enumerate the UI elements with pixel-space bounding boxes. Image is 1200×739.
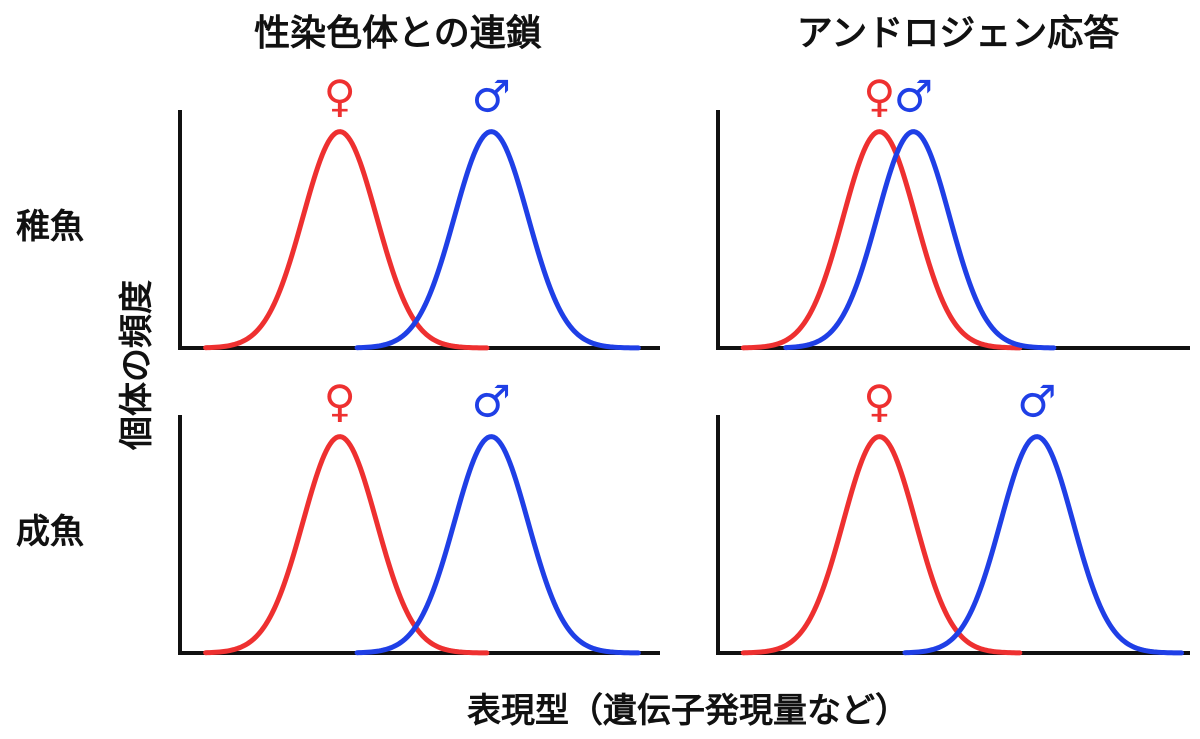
column-title-androgen-response: アンドロジェン応答 (797, 13, 1121, 54)
panel-4: ♀ ♂ (716, 377, 1190, 656)
male-distribution-curve (354, 129, 641, 351)
female-distribution-curve (203, 434, 490, 656)
male-distribution-curve (902, 434, 1184, 656)
panel-2: ♀♂ (716, 72, 1190, 351)
female-symbol: ♀ (863, 72, 895, 123)
row-label-adult: 成魚 (16, 512, 84, 552)
female-distribution-curve (203, 129, 490, 351)
male-symbol: ♂ (472, 72, 511, 123)
female-symbol: ♀ (324, 377, 356, 428)
male-distribution-curve (354, 434, 641, 656)
male-distribution-curve (783, 129, 1057, 351)
panels-group: ♀ ♂ ♀♂♀ ♂ ♀ ♂ (178, 72, 1190, 656)
panel-axes (178, 110, 660, 350)
column-title-sex-linkage: 性染色体との連鎖 (254, 13, 542, 54)
row-label-juvenile: 稚魚 (16, 207, 84, 247)
panel-1: ♀ ♂ (178, 72, 660, 351)
female-symbol: ♀ (324, 72, 356, 123)
panel-axes (716, 415, 1190, 655)
male-symbol: ♂ (894, 72, 933, 123)
panel-3: ♀ ♂ (178, 377, 660, 656)
x-axis-title: 表現型（遺伝子発現量など） (467, 691, 909, 731)
female-distribution-curve (740, 434, 1023, 656)
panel-axes (178, 415, 660, 655)
male-symbol: ♂ (472, 377, 511, 428)
female-symbol: ♀ (863, 377, 895, 428)
y-axis-title: 個体の頻度 (117, 280, 157, 451)
male-symbol: ♂ (1017, 377, 1056, 428)
female-distribution-curve (740, 129, 1023, 351)
